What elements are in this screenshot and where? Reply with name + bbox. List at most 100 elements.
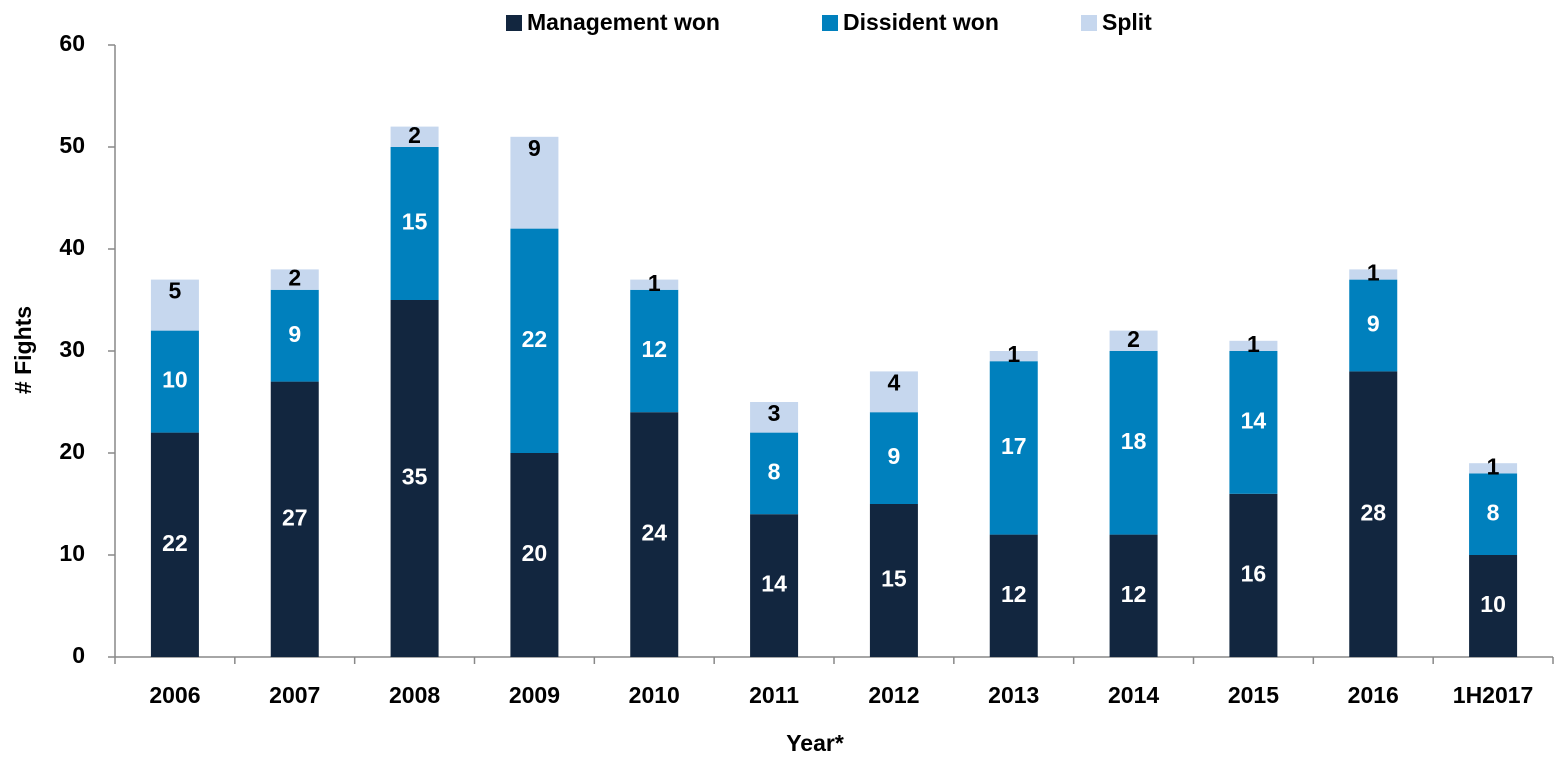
y-tick-label: 30 [59,336,85,362]
value-label: 2 [1127,326,1140,352]
bar-segment [1229,493,1278,657]
bar-segment [1469,555,1518,657]
bar-segment [1349,279,1398,372]
bar-segment [869,412,918,504]
value-label: 14 [761,571,787,597]
value-label: 12 [1121,581,1147,607]
value-label: 8 [768,458,781,484]
value-label: 9 [888,443,901,469]
value-label: 27 [282,504,308,530]
bar-segment [989,351,1038,362]
value-label: 10 [1480,591,1506,617]
value-label: 28 [1360,499,1386,525]
value-label: 2 [408,122,421,148]
value-label: 22 [162,530,188,556]
x-axis-label: Year* [786,730,844,756]
x-tick-label: 2012 [868,682,919,708]
bar-segment [989,361,1038,535]
value-label: 12 [641,336,667,362]
value-label: 17 [1001,433,1027,459]
y-tick-label: 10 [59,540,85,566]
y-axis-label: # Fights [10,306,36,394]
value-label: 14 [1241,407,1267,433]
value-label: 1 [1367,260,1380,286]
bar-segment [869,371,918,413]
bar-segment [270,269,319,290]
bar-segment [630,412,679,657]
value-label: 20 [522,540,548,566]
x-tick-label: 2015 [1228,682,1279,708]
value-label: 9 [528,135,541,161]
bar-segment [750,514,799,657]
y-tick-label: 20 [59,438,85,464]
bar-segment [630,289,679,413]
value-label: 4 [888,369,901,395]
y-tick-label: 50 [59,132,85,158]
bar-segment [1229,340,1278,351]
bar-segment [510,228,559,453]
value-label: 5 [169,278,182,304]
bar-segment [390,147,439,300]
value-label: 1 [1487,453,1500,479]
bar-segment [989,534,1038,657]
legend-label: Dissident won [843,9,999,35]
bar-segment [1109,351,1158,535]
x-tick-label: 2009 [509,682,560,708]
y-tick-label: 0 [72,642,85,668]
value-label: 16 [1241,560,1267,586]
bar-segment [1349,371,1398,657]
value-label: 15 [402,209,428,235]
value-label: 1 [1007,341,1020,367]
x-tick-label: 2013 [988,682,1039,708]
value-label: 8 [1487,499,1500,525]
value-label: 12 [1001,581,1027,607]
x-tick-label: 2007 [269,682,320,708]
value-label: 35 [402,464,428,490]
value-label: 1 [1247,331,1260,357]
legend-label: Management won [527,9,720,35]
y-tick-label: 40 [59,234,85,260]
value-label: 10 [162,367,188,393]
value-label: 18 [1121,428,1147,454]
bar-segment [510,136,559,229]
x-tick-label: 2010 [629,682,680,708]
value-label: 15 [881,566,907,592]
value-label: 22 [522,326,548,352]
value-label: 3 [768,400,781,426]
legend-swatch [506,15,522,31]
bar-segment [1109,330,1158,351]
bar-segment [1229,351,1278,494]
x-tick-label: 2006 [149,682,200,708]
legend-swatch [822,15,838,31]
bar-segment [630,279,679,290]
bar-segment [510,453,559,657]
bar-segment [1469,473,1518,555]
value-label: 2 [288,265,301,291]
bar-segment [869,504,918,657]
bar-segment [1349,269,1398,280]
bar-segment [750,432,799,515]
bar-segment [150,330,199,433]
value-label: 24 [641,520,667,546]
bar-segment [390,300,439,657]
x-tick-label: 2008 [389,682,440,708]
value-label: 1 [648,270,661,296]
bar-segment [390,126,439,147]
value-label: 9 [1367,311,1380,337]
y-tick-label: 60 [59,30,85,56]
bar-segment [750,402,799,433]
bar-segment [1469,463,1518,474]
bar-segment [150,279,199,331]
bar-segment [1109,534,1158,657]
legend-label: Split [1102,9,1152,35]
x-tick-label: 2014 [1108,682,1159,708]
x-tick-label: 2016 [1348,682,1399,708]
bar-segment [150,432,199,657]
bar-segment [270,289,319,382]
x-tick-label: 1H2017 [1453,682,1534,708]
bar-segment [270,381,319,657]
value-label: 9 [288,321,301,347]
legend-swatch [1081,15,1097,31]
x-tick-label: 2011 [749,682,799,708]
